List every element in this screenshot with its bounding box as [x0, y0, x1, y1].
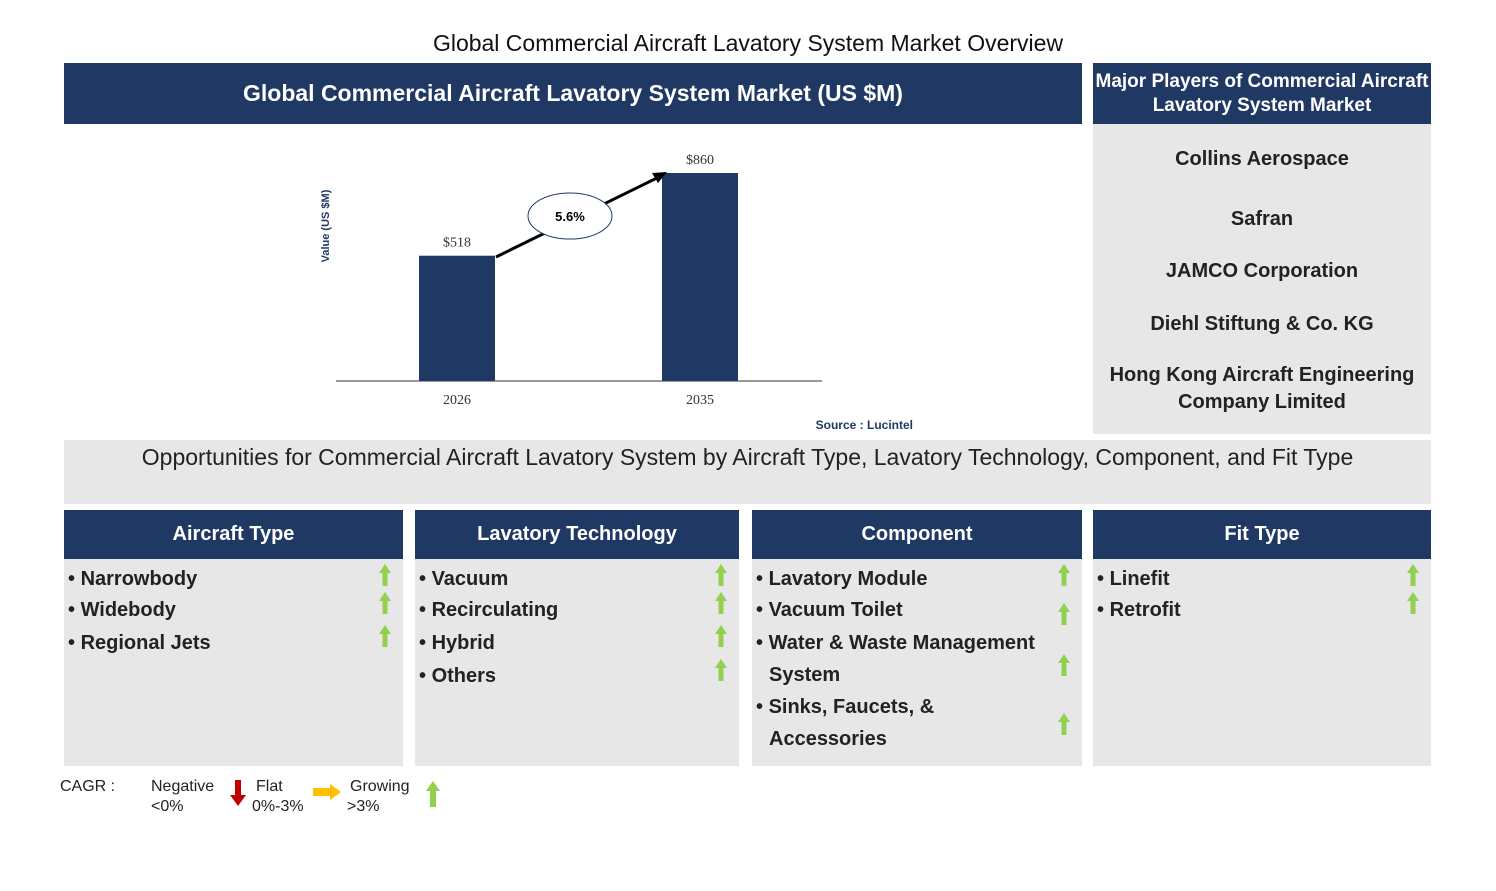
chart-header: Global Commercial Aircraft Lavatory Syst…	[64, 63, 1082, 124]
list-item: • Recirculating	[419, 594, 703, 626]
up-arrow-icon	[1407, 564, 1419, 586]
list-item-label: Vacuum	[431, 568, 509, 590]
up-arrow-icon	[379, 625, 391, 647]
x-tick-label: 2035	[686, 393, 714, 408]
up-arrow-icon	[715, 564, 727, 586]
legend-negative: Negative	[151, 778, 215, 795]
bar-2035	[662, 173, 738, 381]
list-item: • Retrofit	[1097, 594, 1395, 626]
up-arrow-icon	[715, 592, 727, 614]
player-item: Hong Kong Aircraft Engineering Company L…	[1109, 364, 1415, 413]
bullet: •	[68, 599, 81, 621]
data-label: $518	[443, 236, 471, 251]
cagr-ellipse	[527, 192, 613, 240]
bullet: •	[419, 665, 432, 687]
list-item: • Regional Jets	[68, 627, 367, 659]
source-label: Source : Lucintel	[816, 418, 913, 432]
list-item-label: Lavatory Module	[768, 568, 928, 590]
player-item: JAMCO Corporation	[1165, 260, 1359, 282]
list-item: • Linefit	[1097, 563, 1395, 595]
bullet: •	[68, 632, 81, 654]
player-item: Diehl Stiftung & Co. KG	[1150, 313, 1374, 335]
cagr-arrow-head	[652, 172, 667, 183]
list-item-label: Water & Waste Management System	[768, 632, 1035, 686]
players-panel: Collins Aerospace Safran JAMCO Corporati…	[1093, 124, 1431, 434]
list-item-label: Others	[431, 665, 497, 687]
up-arrow-icon	[1058, 713, 1070, 735]
right-arrow-icon	[313, 784, 341, 800]
list-item-label: Recirculating	[431, 599, 559, 621]
column-header: Fit Type	[1093, 510, 1431, 559]
list-item-label: Vacuum Toilet	[768, 599, 903, 621]
column-panel	[1093, 559, 1431, 766]
list-item-label: Hybrid	[431, 632, 495, 654]
column-header: Aircraft Type	[64, 510, 403, 559]
column-panel	[64, 559, 403, 766]
list-item: • Vacuum Toilet	[756, 594, 1046, 626]
up-arrow-icon	[379, 592, 391, 614]
list-item: • Hybrid	[419, 627, 703, 659]
list-item-label: Retrofit	[1109, 599, 1181, 621]
bullet: •	[1097, 599, 1110, 621]
bullet: •	[419, 568, 432, 590]
players-header: Major Players of Commercial Aircraft Lav…	[1093, 63, 1431, 124]
legend-growing: Growing	[350, 778, 410, 795]
legend-flat: Flat	[256, 778, 283, 795]
list-item-label: Widebody	[80, 599, 176, 621]
up-arrow-icon	[715, 659, 727, 681]
list-item: • Widebody	[68, 594, 367, 626]
bullet: •	[756, 599, 769, 621]
data-label: $860	[686, 153, 714, 168]
list-item: • Sinks, Faucets, & Accessories	[756, 691, 1046, 755]
bullet: •	[419, 599, 432, 621]
bullet: •	[756, 632, 769, 654]
column-panel	[752, 559, 1082, 766]
legend-flat-range: 0%-3%	[252, 798, 304, 815]
down-arrow-icon	[230, 780, 246, 806]
list-item: • Vacuum	[419, 563, 703, 595]
player-item: Safran	[1230, 208, 1294, 230]
column-header: Lavatory Technology	[415, 510, 739, 559]
up-arrow-icon	[1058, 654, 1070, 676]
up-arrow-icon	[1058, 564, 1070, 586]
bullet: •	[756, 696, 769, 718]
bullet: •	[68, 568, 81, 590]
page-title: Global Commercial Aircraft Lavatory Syst…	[432, 30, 1064, 56]
list-item: • Others	[419, 660, 703, 692]
list-item-label: Linefit	[1109, 568, 1170, 590]
up-arrow-icon	[1407, 592, 1419, 614]
bar-chart: Value (US $M) $518 2026 $860 2035 5.6% Sour…	[320, 153, 913, 432]
player-item: Collins Aerospace	[1175, 148, 1349, 170]
x-tick-label: 2026	[443, 393, 471, 408]
legend-label: CAGR :	[60, 778, 116, 795]
list-item-label: Sinks, Faucets, & Accessories	[768, 696, 935, 750]
bar-2026	[419, 255, 495, 381]
up-arrow-icon	[379, 564, 391, 586]
legend-growing-range: >3%	[347, 798, 380, 815]
bullet: •	[1097, 568, 1110, 590]
column-panel	[415, 559, 739, 766]
list-item: • Water & Waste Management System	[756, 627, 1046, 691]
bullet: •	[419, 632, 432, 654]
list-item: • Narrowbody	[68, 563, 367, 595]
list-item: • Lavatory Module	[756, 563, 1046, 595]
column-header: Component	[752, 510, 1082, 559]
up-arrow-icon	[1058, 603, 1070, 625]
opportunities-title: Opportunities for Commercial Aircraft La…	[64, 440, 1431, 504]
legend-negative-range: <0%	[151, 798, 184, 815]
up-arrow-icon	[426, 781, 440, 807]
y-axis-label: Value (US $M)	[320, 189, 332, 262]
list-item-label: Regional Jets	[80, 632, 211, 654]
cagr-label: 5.6%	[555, 209, 585, 224]
bullet: •	[756, 568, 769, 590]
list-item-label: Narrowbody	[80, 568, 198, 590]
up-arrow-icon	[715, 625, 727, 647]
